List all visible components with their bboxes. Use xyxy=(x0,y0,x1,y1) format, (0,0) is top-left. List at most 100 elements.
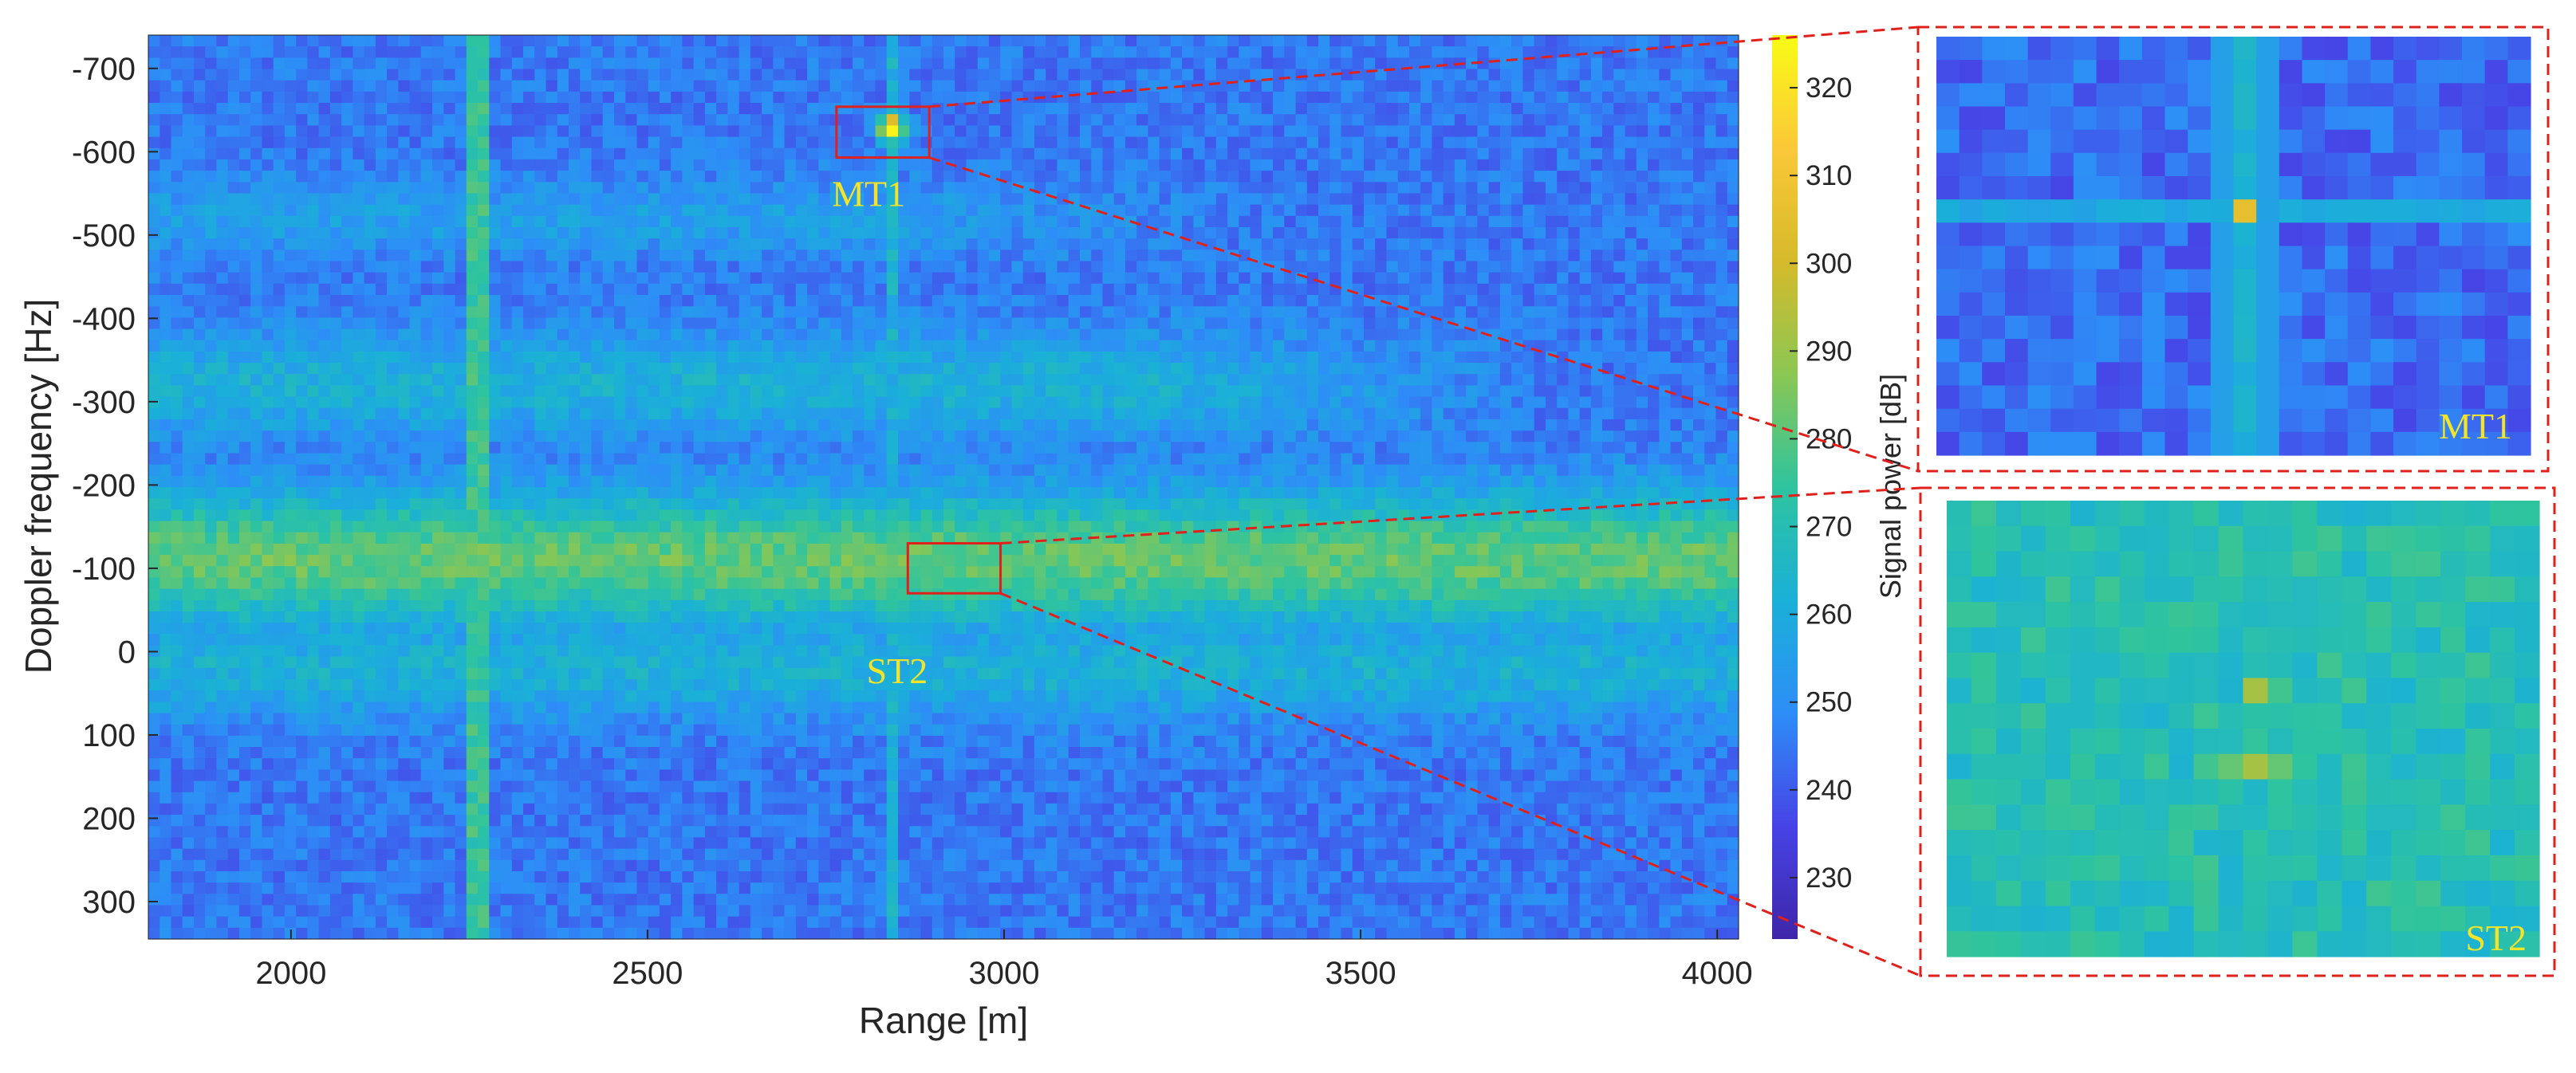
heatmap-cell xyxy=(1466,272,1479,285)
heatmap-cell xyxy=(466,114,479,127)
heatmap-cell xyxy=(841,103,853,115)
heatmap-cell xyxy=(1011,340,1024,352)
heatmap-cell xyxy=(1579,328,1592,341)
heatmap-cell xyxy=(387,250,399,262)
heatmap-cell xyxy=(353,351,365,364)
heatmap-cell xyxy=(1488,215,1501,228)
heatmap-cell xyxy=(546,46,558,58)
heatmap-cell xyxy=(1091,328,1103,341)
heatmap-cell xyxy=(1182,69,1194,81)
heatmap-cell xyxy=(375,69,388,81)
heatmap-cell xyxy=(784,317,797,330)
heatmap-cell xyxy=(284,272,297,285)
heatmap-cell xyxy=(1193,193,1206,206)
heatmap-cell xyxy=(1068,283,1081,296)
heatmap-cell xyxy=(216,103,229,115)
heatmap-cell xyxy=(1091,374,1103,387)
heatmap-cell xyxy=(489,328,502,341)
heatmap-cell xyxy=(466,193,479,206)
heatmap-cell xyxy=(296,328,308,341)
heatmap-cell xyxy=(171,351,183,364)
heatmap-cell xyxy=(682,114,695,127)
heatmap-cell xyxy=(1568,35,1581,47)
heatmap-cell xyxy=(1215,46,1228,58)
heatmap-cell xyxy=(886,317,899,330)
heatmap-cell xyxy=(1046,306,1058,318)
heatmap-cell xyxy=(262,385,274,398)
heatmap-cell xyxy=(886,363,899,375)
heatmap-cell xyxy=(148,261,160,273)
heatmap-cell xyxy=(875,91,888,104)
heatmap-cell xyxy=(773,261,786,273)
heatmap-cell xyxy=(977,295,990,307)
heatmap-cell xyxy=(1625,419,1637,431)
heatmap-cell xyxy=(1239,396,1251,409)
heatmap-cell xyxy=(1477,171,1490,183)
heatmap-cell xyxy=(466,351,479,364)
heatmap-cell xyxy=(602,340,615,352)
heatmap-cell xyxy=(364,125,376,138)
heatmap-cell xyxy=(1022,226,1035,239)
heatmap-cell xyxy=(1375,374,1388,387)
heatmap-cell xyxy=(853,385,865,398)
heatmap-cell xyxy=(534,80,547,92)
heatmap-cell xyxy=(227,272,240,285)
heatmap-cell xyxy=(1659,374,1672,387)
heatmap-cell xyxy=(1602,317,1614,330)
heatmap-cell xyxy=(1670,103,1683,115)
heatmap-cell xyxy=(341,363,353,375)
heatmap-cell xyxy=(182,407,195,420)
heatmap-cell xyxy=(841,35,853,47)
heatmap-cell xyxy=(716,226,728,239)
heatmap-cell xyxy=(591,363,604,375)
heatmap-cell xyxy=(375,396,388,409)
heatmap-cell xyxy=(387,351,399,364)
heatmap-cell xyxy=(1499,193,1512,206)
heatmap-cell xyxy=(1136,114,1148,127)
heatmap-cell xyxy=(1659,35,1672,47)
heatmap-cell xyxy=(1375,261,1388,273)
heatmap-cell xyxy=(182,385,195,398)
heatmap-cell xyxy=(182,182,195,195)
heatmap-cell xyxy=(1659,46,1672,58)
heatmap-cell xyxy=(1590,419,1603,431)
heatmap-cell xyxy=(1420,226,1433,239)
heatmap-cell xyxy=(977,419,990,431)
heatmap-cell xyxy=(489,317,502,330)
heatmap-cell xyxy=(898,306,910,318)
heatmap-cell xyxy=(693,204,706,217)
heatmap-cell xyxy=(171,306,183,318)
heatmap-cell xyxy=(534,283,547,296)
heatmap-cell xyxy=(1704,363,1717,375)
heatmap-cell xyxy=(1681,171,1694,183)
heatmap-cell xyxy=(443,317,456,330)
heatmap-cell xyxy=(1329,91,1342,104)
heatmap-cell xyxy=(1432,238,1444,250)
heatmap-cell xyxy=(478,103,490,115)
heatmap-cell xyxy=(1557,215,1569,228)
heatmap-cell xyxy=(1148,340,1160,352)
heatmap-cell xyxy=(625,114,638,127)
heatmap-cell xyxy=(602,125,615,138)
heatmap-cell xyxy=(659,147,672,160)
heatmap-cell xyxy=(534,91,547,104)
heatmap-cell xyxy=(898,351,910,364)
heatmap-cell xyxy=(227,136,240,149)
heatmap-cell xyxy=(1227,204,1239,217)
heatmap-cell xyxy=(750,261,762,273)
heatmap-cell xyxy=(886,159,899,171)
heatmap-cell xyxy=(739,374,751,387)
heatmap-cell xyxy=(671,328,683,341)
heatmap-cell xyxy=(739,385,751,398)
heatmap-cell xyxy=(296,80,308,92)
heatmap-cell xyxy=(1295,182,1308,195)
heatmap-cell xyxy=(1306,328,1319,341)
heatmap-cell xyxy=(1022,57,1035,70)
heatmap-cell xyxy=(1648,340,1660,352)
heatmap-cell xyxy=(966,396,979,409)
heatmap-cell xyxy=(1557,363,1569,375)
heatmap-cell xyxy=(1148,46,1160,58)
heatmap-cell xyxy=(387,363,399,375)
heatmap-cell xyxy=(375,182,388,195)
heatmap-cell xyxy=(193,35,206,47)
